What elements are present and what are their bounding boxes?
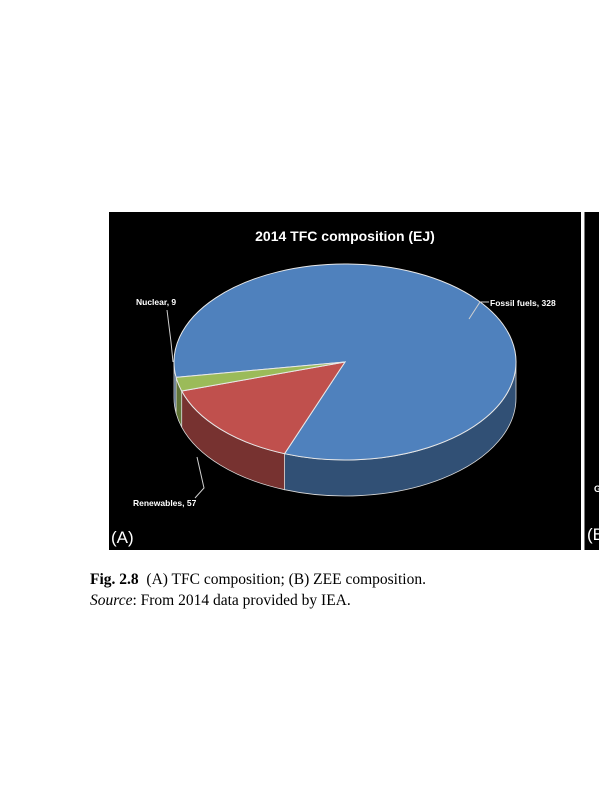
data-label-nuclear: Nuclear, 9: [136, 297, 176, 307]
leader-line-fossil-fuels: [468, 301, 489, 320]
pie-group: [173, 263, 517, 497]
source-text: : From 2014 data provided by IEA.: [132, 592, 351, 609]
chart-panel-b-edge: G (B: [584, 212, 599, 550]
leader-line-renewables: [194, 456, 205, 499]
pie-chart: 2014 TFC composition (EJ) Fossil fuels, …: [111, 228, 556, 547]
chart-title: 2014 TFC composition (EJ): [255, 228, 435, 244]
pie-slice-renewables: [180, 361, 347, 455]
panel-b-label-fragment: (B: [587, 525, 599, 544]
leader-line-nuclear: [166, 309, 174, 363]
chart-panel-a: 2014 TFC composition (EJ) Fossil fuels, …: [109, 212, 581, 550]
data-label-renewables: Renewables, 57: [133, 498, 197, 508]
caption-text: (A) TFC composition; (B) ZEE composition…: [146, 571, 426, 588]
data-labels: Fossil fuels, 328 Renewables, 57 Nuclear, …: [133, 297, 556, 508]
figure-caption: Fig. 2.8 (A) TFC composition; (B) ZEE co…: [90, 571, 426, 589]
panel-b-letter-fragment: G: [594, 484, 599, 494]
source-label: Source: [90, 592, 133, 609]
data-label-fossil-fuels: Fossil fuels, 328: [490, 298, 556, 308]
pie-slice-nuclear: [175, 361, 346, 392]
figure-number: Fig. 2.8: [90, 571, 139, 588]
panel-label: (A): [111, 528, 134, 547]
figure-source: Source: From 2014 data provided by IEA.: [90, 592, 351, 610]
